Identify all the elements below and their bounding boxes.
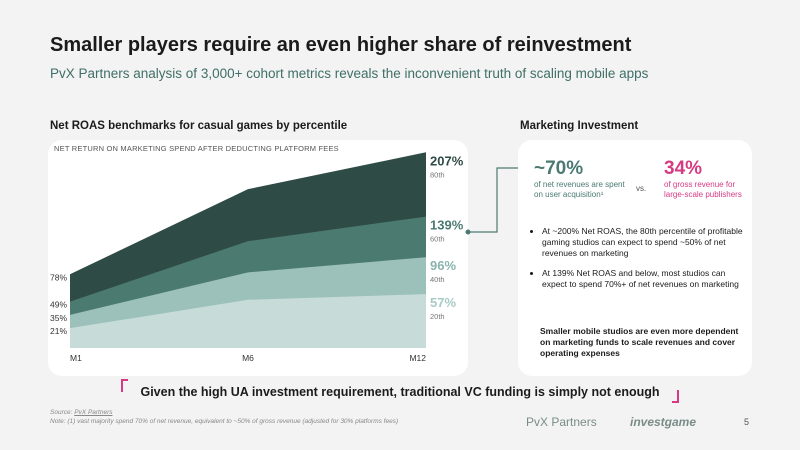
legend-label: 80th bbox=[430, 170, 445, 179]
value-label: 49% bbox=[50, 300, 67, 310]
bullets: At ~200% Net ROAS, the 80th percentile o… bbox=[530, 226, 752, 299]
value-label: 21% bbox=[50, 326, 67, 336]
vs: vs. bbox=[636, 184, 647, 193]
value-label: 207% bbox=[430, 153, 464, 168]
stat-text: of net revenues are spent on user acquis… bbox=[534, 180, 625, 199]
title: Smaller players require an even higher s… bbox=[50, 34, 632, 56]
stat-value: ~70% bbox=[534, 158, 584, 179]
bullet: At 139% Net ROAS and below, most studios… bbox=[542, 268, 752, 290]
legend-label: 60th bbox=[430, 235, 445, 244]
chart-title: Net ROAS benchmarks for casual games by … bbox=[50, 120, 348, 132]
source-label: Source: bbox=[50, 409, 73, 416]
legend-label: 20th bbox=[430, 312, 445, 321]
value-label: 96% bbox=[430, 258, 456, 273]
callout-bracket bbox=[121, 379, 679, 403]
conclusion: Smaller mobile studios are even more dep… bbox=[540, 326, 739, 358]
connector bbox=[468, 167, 518, 233]
source-link[interactable]: PvX Partners bbox=[74, 409, 113, 416]
value-label: 78% bbox=[50, 272, 67, 282]
logo: PvX Partners bbox=[526, 415, 597, 429]
bullet: At ~200% Net ROAS, the 80th percentile o… bbox=[542, 226, 752, 259]
logo: investgame bbox=[630, 415, 697, 429]
x-tick-label: M6 bbox=[242, 353, 254, 363]
chart-subtitle: NET RETURN ON MARKETING SPEND AFTER DEDU… bbox=[54, 144, 339, 153]
note: Note: (1) vast majority spend 70% of net… bbox=[50, 418, 399, 425]
value-label: 139% bbox=[430, 218, 464, 233]
plot: 78% 207% 80th 49% 139% 60th 35% 96% 40th 21% 57% 20… bbox=[50, 152, 464, 363]
x-tick-label: M12 bbox=[409, 353, 426, 363]
marketing-card bbox=[518, 140, 752, 376]
stat-text: of gross revenue for large-scale publish… bbox=[664, 180, 742, 199]
subtitle: PvX Partners analysis of 3,000+ cohort m… bbox=[50, 66, 649, 81]
value-label: 57% bbox=[430, 295, 456, 310]
connector-dot bbox=[465, 229, 471, 235]
area bbox=[70, 294, 426, 348]
legend-label: 40th bbox=[430, 275, 445, 284]
section-title: Marketing Investment bbox=[520, 120, 639, 132]
x-tick-label: M1 bbox=[70, 353, 82, 363]
source: Source: PvX Partners bbox=[50, 409, 113, 416]
stat-value: 34% bbox=[664, 158, 703, 179]
value-label: 35% bbox=[50, 313, 67, 323]
page-number: 5 bbox=[744, 417, 750, 427]
callout: Given the high UA investment requirement… bbox=[140, 385, 660, 399]
